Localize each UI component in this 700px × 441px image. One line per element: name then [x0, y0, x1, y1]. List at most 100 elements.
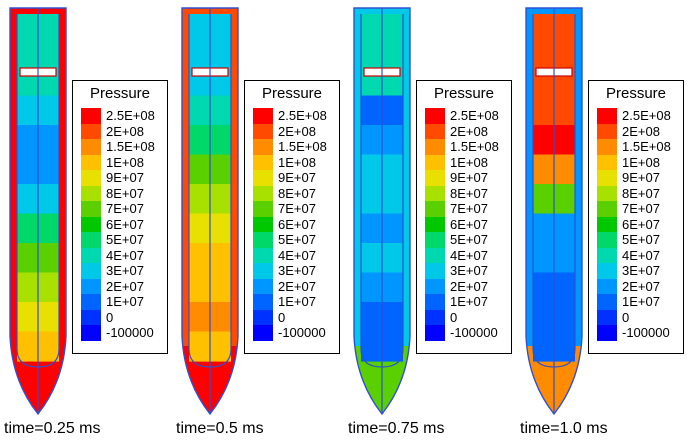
- legend-list: 2.5E+08 2E+08 1.5E+08 1E+08 9E+07 8E+07 7E+07 6…: [253, 108, 327, 341]
- legend-item: 2E+08: [253, 123, 327, 139]
- legend-label: 2.5E+08: [622, 108, 671, 124]
- panel-t10: Pressure 2.5E+08 2E+08 1.5E+08 1E+08 9E+07 8E…: [516, 0, 691, 441]
- legend-label: 2E+08: [106, 123, 144, 139]
- legend-item: 1E+08: [425, 154, 499, 170]
- legend-label: 2E+08: [278, 123, 316, 139]
- legend-item: 2E+08: [597, 123, 671, 139]
- time-caption: time=0.25 ms: [4, 420, 101, 437]
- legend-label: 1E+08: [622, 154, 660, 170]
- legend-label: 4E+07: [106, 247, 144, 263]
- legend-swatch: [597, 232, 617, 248]
- legend-item: 1.5E+08: [597, 139, 671, 155]
- legend-swatch: [81, 216, 101, 232]
- legend-swatch: [81, 170, 101, 186]
- legend-swatch: [425, 325, 445, 341]
- legend-swatch: [425, 216, 445, 232]
- legend-item: -100000: [253, 325, 327, 341]
- legend-item: 8E+07: [81, 185, 155, 201]
- projectile-contour-plot: [525, 7, 583, 416]
- legend-item: 9E+07: [597, 170, 671, 186]
- legend-swatch: [425, 154, 445, 170]
- legend-list: 2.5E+08 2E+08 1.5E+08 1E+08 9E+07 8E+07 7E+07 6…: [425, 108, 499, 341]
- legend-title: Pressure: [605, 85, 667, 102]
- legend-swatch: [81, 294, 101, 310]
- legend-item: 7E+07: [253, 201, 327, 217]
- legend-item: 7E+07: [597, 201, 671, 217]
- legend-label: 8E+07: [450, 185, 488, 201]
- legend-item: 5E+07: [425, 232, 499, 248]
- legend-label: 1E+08: [278, 154, 316, 170]
- legend-label: 1E+07: [450, 294, 488, 310]
- legend-swatch: [253, 154, 273, 170]
- projectile-contour-plot: [181, 7, 239, 416]
- legend-swatch: [597, 139, 617, 155]
- legend-label: -100000: [106, 325, 154, 341]
- legend-label: 1E+08: [106, 154, 144, 170]
- projectile-outline: [525, 7, 583, 416]
- legend-swatch: [425, 247, 445, 263]
- legend-item: 1.5E+08: [81, 139, 155, 155]
- legend-item: 2.5E+08: [597, 108, 671, 124]
- legend-swatch: [253, 325, 273, 341]
- legend-swatch: [425, 232, 445, 248]
- legend-swatch: [253, 170, 273, 186]
- legend-label: 9E+07: [622, 170, 660, 186]
- legend-label: 7E+07: [278, 201, 316, 217]
- legend-swatch: [81, 325, 101, 341]
- legend-label: 0: [450, 309, 458, 325]
- legend-item: 8E+07: [597, 185, 671, 201]
- legend-swatch: [597, 201, 617, 217]
- legend-swatch: [425, 170, 445, 186]
- legend-swatch: [253, 139, 273, 155]
- time-caption: time=1.0 ms: [520, 420, 608, 437]
- legend-swatch: [253, 201, 273, 217]
- legend-item: 1E+08: [81, 154, 155, 170]
- legend-swatch: [597, 170, 617, 186]
- legend-label: 0: [106, 309, 114, 325]
- legend-item: 6E+07: [425, 216, 499, 232]
- legend-label: 5E+07: [450, 232, 488, 248]
- legend-item: -100000: [81, 325, 155, 341]
- legend-swatch: [425, 123, 445, 139]
- legend-swatch: [425, 201, 445, 217]
- legend-label: 9E+07: [450, 170, 488, 186]
- legend-item: 6E+07: [597, 216, 671, 232]
- legend-swatch: [253, 108, 273, 124]
- legend-label: 2E+08: [622, 123, 660, 139]
- legend-swatch: [81, 201, 101, 217]
- projectile-contour-plot: [9, 7, 67, 416]
- projectile-outline: [9, 7, 67, 416]
- legend-label: 4E+07: [622, 247, 660, 263]
- legend-item: 3E+07: [253, 263, 327, 279]
- legend-item: 2E+07: [81, 278, 155, 294]
- legend-label: 1E+07: [622, 294, 660, 310]
- legend-swatch: [81, 247, 101, 263]
- legend-label: 1E+07: [278, 294, 316, 310]
- legend-swatch: [597, 278, 617, 294]
- legend-swatch: [425, 108, 445, 124]
- legend-title: Pressure: [261, 85, 323, 102]
- legend-item: 9E+07: [253, 170, 327, 186]
- legend-item: 3E+07: [81, 263, 155, 279]
- legend-swatch: [81, 309, 101, 325]
- panel-t025: Pressure 2.5E+08 2E+08 1.5E+08 1E+08 9E+07 8E…: [0, 0, 175, 441]
- legend-item: 2.5E+08: [81, 108, 155, 124]
- legend-swatch: [81, 139, 101, 155]
- legend-swatch: [253, 263, 273, 279]
- legend-swatch: [81, 185, 101, 201]
- legend-label: -100000: [278, 325, 326, 341]
- legend-item: 8E+07: [253, 185, 327, 201]
- legend-swatch: [425, 185, 445, 201]
- legend-swatch: [597, 309, 617, 325]
- legend-label: -100000: [622, 325, 670, 341]
- legend-item: 5E+07: [597, 232, 671, 248]
- legend-item: 1E+07: [597, 294, 671, 310]
- legend-swatch: [253, 247, 273, 263]
- legend-item: 2E+08: [81, 123, 155, 139]
- legend-swatch: [597, 294, 617, 310]
- legend-swatch: [253, 123, 273, 139]
- legend-label: 3E+07: [106, 263, 144, 279]
- projectile-outline: [353, 7, 411, 416]
- legend-item: 1E+07: [425, 294, 499, 310]
- legend-label: 6E+07: [278, 216, 316, 232]
